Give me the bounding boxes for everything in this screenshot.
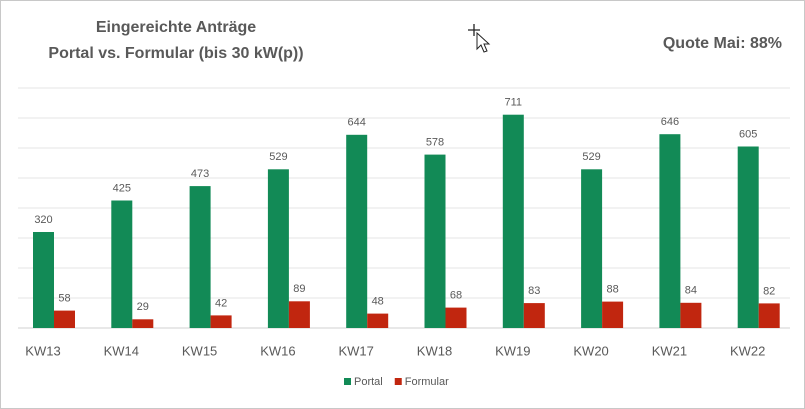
bar [346,134,368,328]
x-tick-label: KW13 [25,343,60,358]
bar [523,303,545,328]
x-tick-label: KW18 [417,343,452,358]
bar [680,302,702,328]
legend-swatch [344,378,351,385]
value-label: 29 [137,301,149,313]
value-label: 473 [191,168,209,180]
value-label: 42 [215,297,227,309]
bar [737,146,759,328]
bar [210,315,232,328]
bar [659,134,681,328]
chart-subtitle: Portal vs. Formular (bis 30 kW(p)) [48,45,303,62]
value-label: 84 [685,285,697,297]
chart-title: Eingereichte Anträge [96,19,256,36]
bar [367,313,389,328]
x-tick-label: KW17 [338,343,373,358]
value-label: 578 [426,137,444,149]
value-label: 83 [528,285,540,297]
value-label: 644 [348,117,366,129]
x-tick-label: KW14 [104,343,139,358]
value-label: 646 [661,116,679,128]
value-label: 68 [450,290,462,302]
bar [424,154,446,328]
x-tick-label: KW21 [652,343,687,358]
legend-label: Portal [354,376,383,388]
x-tick-label: KW22 [730,343,765,358]
bar [132,319,154,328]
value-label: 88 [606,284,618,296]
bar [445,307,467,328]
bar [267,169,289,328]
legend-label: Formular [405,376,449,388]
value-label: 320 [34,214,52,226]
bar [502,114,524,328]
bar [581,169,603,328]
cursor-icon [468,24,491,53]
bar [54,310,75,328]
legend-swatch [394,378,402,385]
value-label: 48 [372,296,384,308]
bar [602,301,624,328]
x-tick-label: KW15 [182,343,217,358]
value-label: 529 [582,151,600,163]
x-tick-label: KW20 [573,343,608,358]
bar [288,301,310,328]
value-label: 711 [505,97,523,109]
value-label: 425 [113,182,131,194]
value-label: 605 [739,128,757,140]
value-label: 529 [269,151,287,163]
value-label: 82 [763,285,775,297]
value-label: 58 [58,293,70,305]
bar [758,303,780,328]
value-label: 89 [293,283,305,295]
bar [33,232,54,328]
x-tick-label: KW16 [260,343,295,358]
bar [189,186,211,328]
bar [111,200,133,328]
x-tick-label: KW19 [495,343,530,358]
annotation: Quote Mai: 88% [663,35,782,52]
